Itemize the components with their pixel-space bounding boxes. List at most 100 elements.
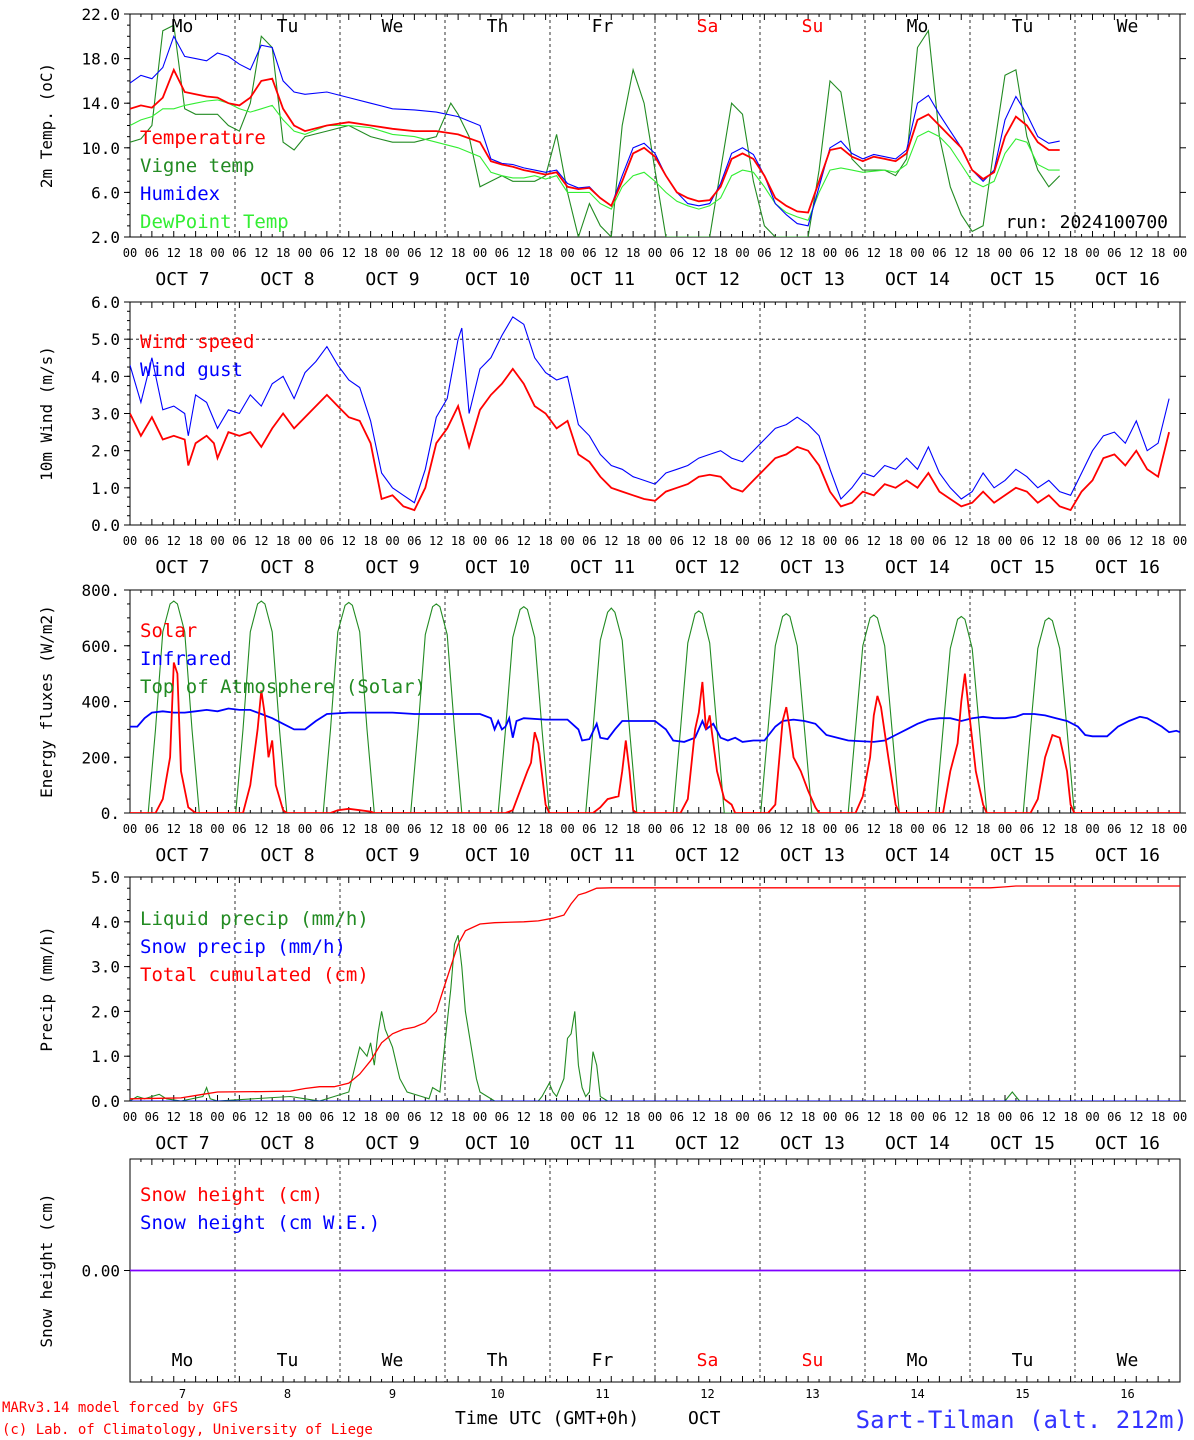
hour-tick-label: 12 (342, 1110, 356, 1124)
date-label: OCT 9 (365, 845, 419, 866)
date-label: OCT 14 (885, 1133, 950, 1154)
hour-tick-label: 18 (1151, 534, 1165, 548)
y-axis-label: Precip (mm/h) (37, 926, 56, 1051)
weekday-label: Tu (277, 16, 299, 37)
hour-tick-label: 00 (735, 822, 749, 836)
hour-tick-label: 06 (232, 534, 246, 548)
weekday-label: Tu (1012, 16, 1034, 37)
weekday-label: Mo (172, 1350, 194, 1371)
y-tick-label: 2.0 (91, 228, 120, 247)
hour-tick-label: 06 (757, 246, 771, 260)
hour-tick-label: 06 (495, 822, 509, 836)
y-tick-label: 0.00 (81, 1262, 120, 1281)
y-tick-label: 800. (81, 581, 120, 600)
date-label: OCT 7 (155, 845, 209, 866)
hour-tick-label: 06 (1020, 822, 1034, 836)
weekday-label: Th (487, 1350, 509, 1371)
hour-tick-label: 00 (473, 1110, 487, 1124)
hour-tick-label: 18 (1151, 1110, 1165, 1124)
weekday-label: Sa (697, 16, 719, 37)
hour-tick-label: 12 (692, 246, 706, 260)
date-label: OCT 13 (780, 269, 845, 290)
hour-tick-label: 12 (167, 534, 181, 548)
date-label: OCT 12 (675, 269, 740, 290)
hour-tick-label: 18 (188, 534, 202, 548)
hour-tick-label: 06 (1020, 1110, 1034, 1124)
legend-entry: Total cumulated (cm) (140, 964, 369, 986)
weekday-label: Fr (592, 16, 614, 37)
hour-tick-label: 18 (451, 246, 465, 260)
date-label: OCT 16 (1095, 269, 1160, 290)
hour-tick-label: 18 (1063, 1110, 1077, 1124)
hour-tick-label: 18 (538, 822, 552, 836)
hour-tick-label: 12 (867, 1110, 881, 1124)
y-tick-label: 5.0 (91, 868, 120, 887)
hour-tick-label: 00 (910, 1110, 924, 1124)
hour-tick-label: 06 (845, 822, 859, 836)
hour-tick-label: 06 (145, 534, 159, 548)
plot-frame (129, 13, 1181, 238)
hour-tick-label: 12 (779, 1110, 793, 1124)
station-title: Sart-Tilman (alt. 212m) (856, 1406, 1188, 1434)
weekday-label: Sa (697, 1350, 719, 1371)
hour-tick-label: 18 (188, 246, 202, 260)
hour-tick-label: 00 (1085, 246, 1099, 260)
y-tick-label: 6.0 (91, 293, 120, 312)
series-line (130, 600, 1180, 813)
date-label: OCT 13 (780, 1133, 845, 1154)
hour-tick-label: 12 (517, 246, 531, 260)
weekday-label: Tu (277, 1350, 299, 1371)
hour-tick-label: 06 (582, 1110, 596, 1124)
hour-tick-label: 06 (145, 1110, 159, 1124)
hour-tick-label: 12 (692, 822, 706, 836)
y-tick-label: 3.0 (91, 405, 120, 424)
hour-tick-label: 00 (560, 1110, 574, 1124)
hour-tick-label: 12 (954, 534, 968, 548)
hour-tick-label: 06 (932, 534, 946, 548)
date-label: OCT 8 (260, 1133, 314, 1154)
hour-tick-label: 18 (888, 534, 902, 548)
date-label: OCT 13 (780, 845, 845, 866)
hour-tick-label: 18 (1063, 534, 1077, 548)
day-number: 9 (389, 1387, 396, 1401)
y-tick-label: 600. (81, 637, 120, 656)
hour-tick-label: 06 (145, 822, 159, 836)
footer: MARv3.14 model forced by GFS (c) Lab. of … (2, 1400, 1188, 1438)
hour-tick-label: 18 (888, 246, 902, 260)
hour-tick-label: 06 (932, 822, 946, 836)
hour-tick-label: 06 (1020, 534, 1034, 548)
hour-tick-label: 18 (801, 534, 815, 548)
hour-tick-label: 06 (1107, 246, 1121, 260)
legend-entry: Temperature (140, 127, 266, 149)
hour-tick-label: 18 (713, 246, 727, 260)
hour-tick-label: 00 (210, 246, 224, 260)
hour-tick-label: 12 (604, 534, 618, 548)
y-tick-label: 5.0 (91, 330, 120, 349)
hour-tick-label: 12 (1042, 822, 1056, 836)
series-line (130, 34, 1060, 227)
hour-tick-label: 06 (407, 534, 421, 548)
date-label: OCT 16 (1095, 557, 1160, 578)
hour-tick-label: 18 (188, 822, 202, 836)
legend-entry: Snow height (cm W.E.) (140, 1212, 380, 1234)
hour-tick-label: 18 (713, 534, 727, 548)
day-number: 10 (490, 1387, 504, 1401)
date-label: OCT 12 (675, 845, 740, 866)
hour-tick-label: 00 (998, 822, 1012, 836)
month-label: OCT (688, 1408, 721, 1429)
series-line (130, 316, 1170, 504)
series-line (130, 67, 1060, 214)
hour-tick-label: 06 (932, 1110, 946, 1124)
hour-tick-label: 00 (298, 822, 312, 836)
hour-tick-label: 00 (823, 822, 837, 836)
hour-tick-label: 06 (407, 822, 421, 836)
weekday-label: Th (487, 16, 509, 37)
hour-tick-label: 00 (910, 534, 924, 548)
hour-tick-label: 18 (363, 822, 377, 836)
hour-tick-label: 12 (342, 822, 356, 836)
legend-entry: Humidex (140, 183, 220, 205)
hour-tick-label: 18 (801, 1110, 815, 1124)
date-label: OCT 10 (465, 1133, 530, 1154)
date-label: OCT 15 (990, 557, 1055, 578)
